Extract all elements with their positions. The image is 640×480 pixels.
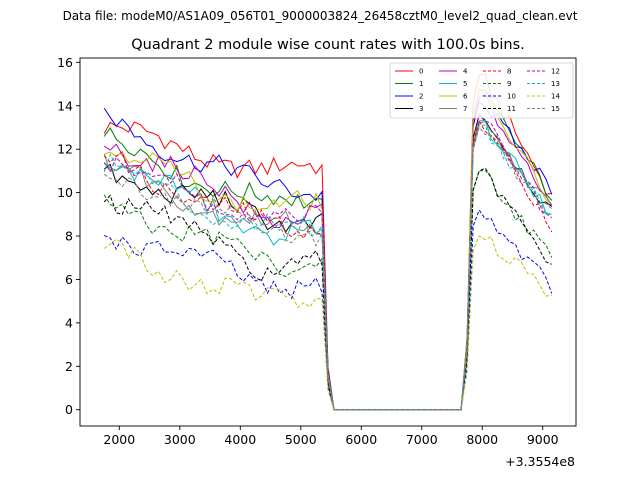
legend-label-9: 9	[507, 80, 511, 88]
x-tick-label: 3000	[164, 432, 196, 447]
legend-label-6: 6	[463, 93, 468, 101]
legend-label-8: 8	[507, 68, 511, 76]
legend-label-4: 4	[463, 68, 468, 76]
chart-suptitle: Data file: modeM0/AS1A09_056T01_90000038…	[63, 9, 578, 23]
y-axis: 0 2 4 6 8 10 12 14 16	[57, 55, 80, 417]
x-tick-label: 4000	[224, 432, 256, 447]
x-tick-label: 5000	[285, 432, 317, 447]
x-tick-label: 7000	[406, 432, 438, 447]
y-tick-label: 2	[65, 359, 73, 374]
legend-label-12: 12	[551, 68, 560, 76]
axes-frame	[79, 57, 577, 427]
x-axis: 2000 3000 4000 5000 6000 7000 8000 9000	[103, 426, 559, 447]
series-line-12	[103, 115, 553, 411]
y-tick-label: 10	[57, 185, 73, 200]
legend-label-15: 15	[551, 105, 560, 113]
x-tick-label: 6000	[345, 432, 377, 447]
y-tick-label: 6	[65, 272, 73, 287]
chart-title: Quadrant 2 module wise count rates with …	[131, 37, 525, 53]
legend-label-5: 5	[463, 80, 467, 88]
legend-label-10: 10	[507, 93, 516, 101]
y-tick-label: 0	[65, 402, 73, 417]
legend-label-1: 1	[419, 80, 423, 88]
legend-label-11: 11	[507, 105, 516, 113]
legend-label-0: 0	[419, 68, 423, 76]
series-layer	[103, 72, 553, 411]
legend-box	[389, 62, 574, 119]
legend-label-2: 2	[419, 93, 423, 101]
legend-label-14: 14	[551, 93, 560, 101]
y-tick-label: 8	[65, 229, 73, 244]
x-tick-label: 9000	[527, 432, 559, 447]
y-tick-label: 4	[65, 315, 73, 330]
y-tick-label: 16	[57, 55, 73, 70]
series-line-15	[103, 126, 553, 411]
series-line-14	[103, 235, 552, 411]
legend-label-3: 3	[419, 105, 423, 113]
y-tick-label: 12	[57, 142, 73, 157]
legend-label-13: 13	[551, 80, 560, 88]
x-tick-label: 8000	[466, 432, 498, 447]
series-line-10	[104, 208, 553, 411]
y-tick-label: 14	[57, 98, 73, 113]
plot-area: 2000 3000 4000 5000 6000 7000 8000 9000 0246810…	[57, 55, 577, 469]
legend-label-7: 7	[463, 105, 467, 113]
x-tick-label: 2000	[103, 432, 135, 447]
x-offset-label: +3.3554e8	[505, 454, 575, 469]
